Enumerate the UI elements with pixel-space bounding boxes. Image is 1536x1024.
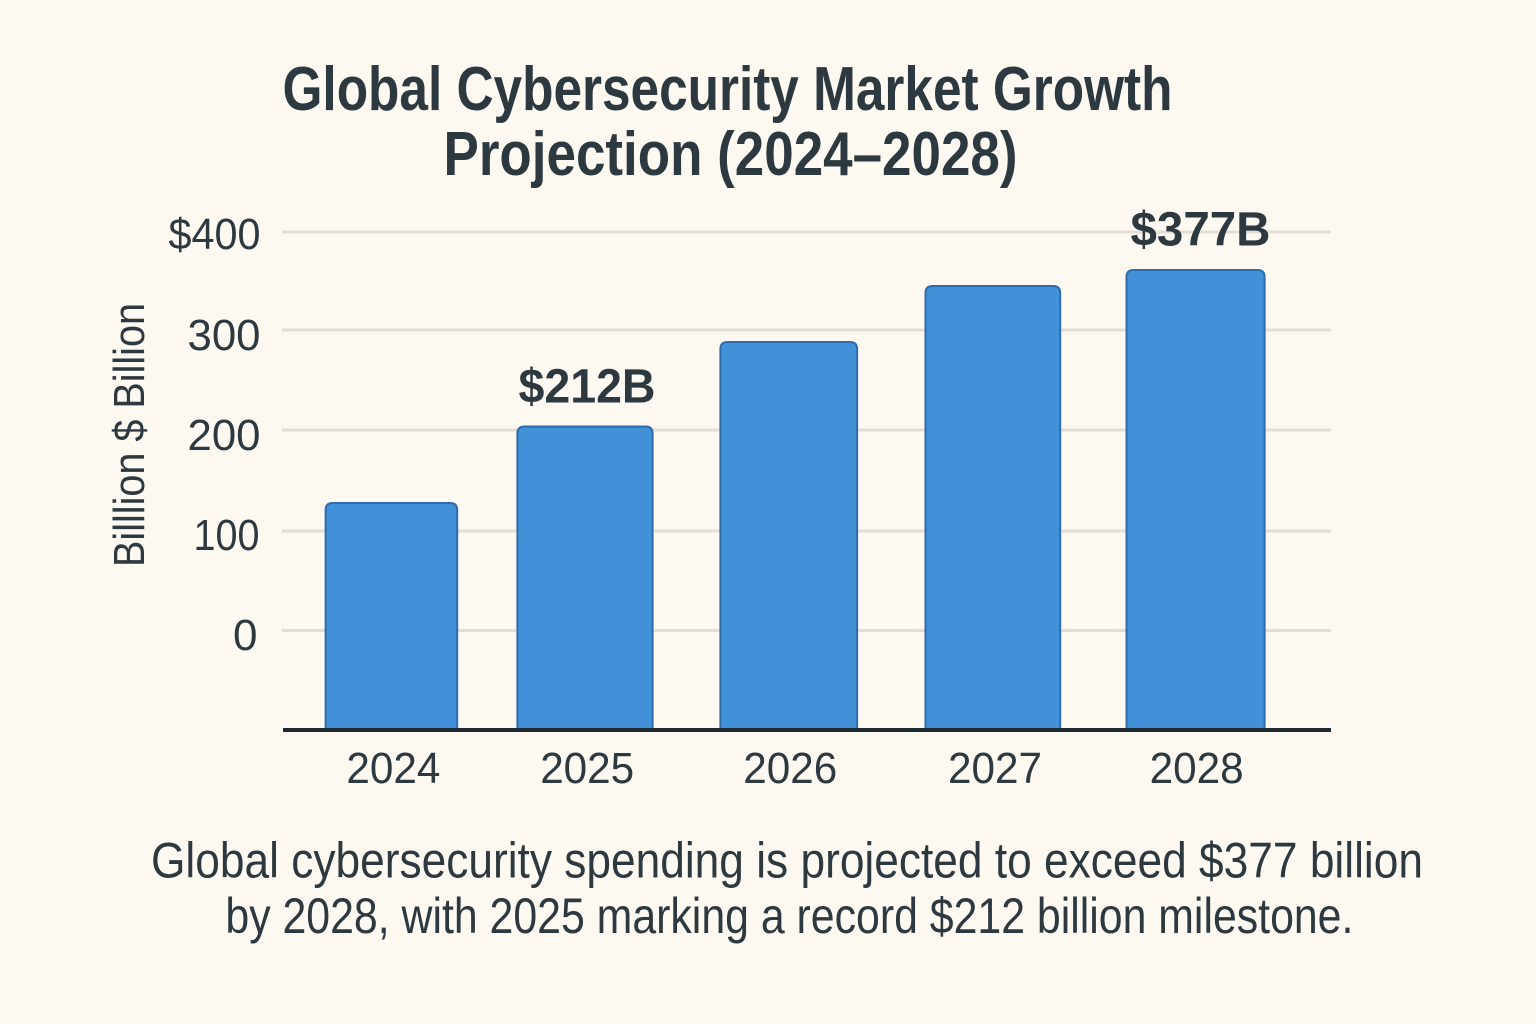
svg-text:2024: 2024 bbox=[346, 744, 440, 793]
svg-text:Global Cybersecurity Market Gr: Global Cybersecurity Market Growth bbox=[283, 55, 1173, 124]
svg-text:2026: 2026 bbox=[743, 744, 837, 793]
svg-text:$377B: $377B bbox=[1131, 203, 1271, 256]
svg-text:$400: $400 bbox=[169, 210, 261, 259]
svg-text:$212B: $212B bbox=[519, 361, 656, 414]
svg-text:100: 100 bbox=[194, 511, 260, 560]
svg-text:300: 300 bbox=[188, 311, 261, 360]
svg-text:0: 0 bbox=[233, 611, 257, 660]
svg-text:Global cybersecurity spending: Global cybersecurity spending is project… bbox=[151, 832, 1423, 888]
svg-text:Projection (2024–2028): Projection (2024–2028) bbox=[444, 120, 1018, 189]
svg-text:Billlion $ Billion: Billlion $ Billion bbox=[105, 303, 154, 567]
svg-text:2028: 2028 bbox=[1150, 744, 1244, 793]
svg-text:2025: 2025 bbox=[540, 744, 634, 793]
svg-text:2027: 2027 bbox=[948, 744, 1042, 793]
svg-text:by 2028, with 2025 marking a r: by 2028, with 2025 marking a record $212… bbox=[225, 888, 1353, 944]
svg-text:200: 200 bbox=[188, 411, 261, 460]
